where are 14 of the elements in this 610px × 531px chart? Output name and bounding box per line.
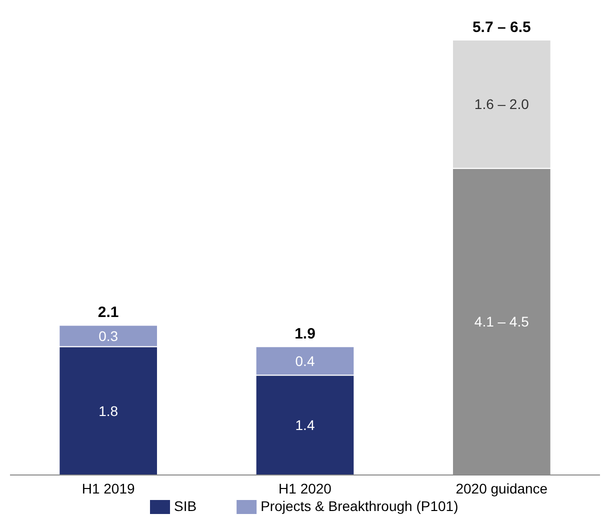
total-label: 2.1 [98, 304, 119, 322]
data-label: 0.4 [295, 352, 315, 369]
legend-label: Projects & Breakthrough (P101) [260, 498, 458, 514]
annotation: 1.6 – 2.0 [474, 96, 530, 112]
data-label: 1.4 [295, 417, 315, 434]
x-tick-label: H1 2019 [82, 480, 136, 496]
total-label: 5.7 – 6.5 [472, 19, 531, 36]
total-label: 1.9 [294, 326, 316, 343]
annotation: 4.1 – 4.5 [474, 314, 530, 330]
data-label: 0.3 [98, 328, 118, 344]
x-tick-label: H1 2020 [278, 480, 332, 496]
x-tick-label: 2020 guidance [456, 480, 548, 496]
legend-label: SIB [174, 498, 197, 514]
data-label: 1.8 [98, 402, 118, 419]
